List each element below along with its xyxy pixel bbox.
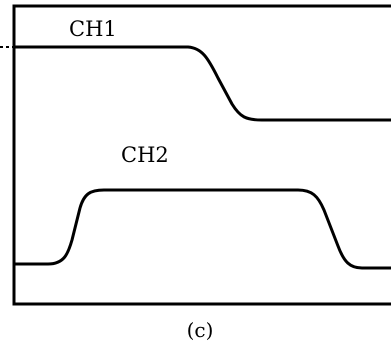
figure-caption: (c): [187, 318, 214, 342]
ch2-label: CH2: [121, 143, 169, 167]
ch1-trace: [12, 45, 391, 122]
ch1-label: CH1: [69, 17, 117, 41]
ch2-trace: [12, 188, 391, 270]
screen-frame: [12, 4, 391, 306]
